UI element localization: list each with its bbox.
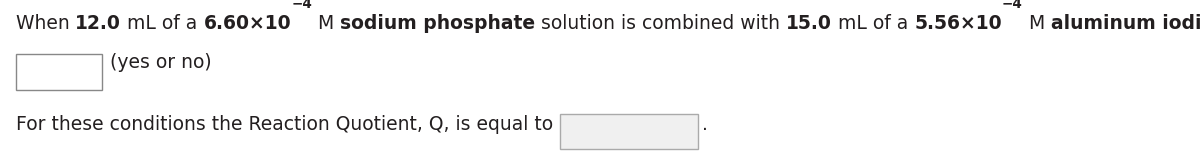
Text: sodium phosphate: sodium phosphate: [340, 14, 535, 33]
Text: M: M: [1022, 14, 1051, 33]
Text: When: When: [16, 14, 76, 33]
Text: 5.56×10: 5.56×10: [914, 14, 1002, 33]
Text: mL of a: mL of a: [832, 14, 914, 33]
Text: aluminum iodide: aluminum iodide: [1051, 14, 1200, 33]
Text: solution is combined with: solution is combined with: [535, 14, 786, 33]
Text: mL of a: mL of a: [121, 14, 204, 33]
Text: 6.60×10: 6.60×10: [204, 14, 292, 33]
Text: 12.0: 12.0: [76, 14, 121, 33]
Text: (yes or no): (yes or no): [110, 53, 212, 72]
Text: 15.0: 15.0: [786, 14, 832, 33]
Text: For these conditions the Reaction Quotient, Q, is equal to: For these conditions the Reaction Quotie…: [16, 115, 553, 134]
Text: .: .: [702, 115, 708, 134]
Text: M: M: [312, 14, 340, 33]
Text: −4: −4: [1002, 0, 1022, 11]
Text: −4: −4: [292, 0, 312, 11]
